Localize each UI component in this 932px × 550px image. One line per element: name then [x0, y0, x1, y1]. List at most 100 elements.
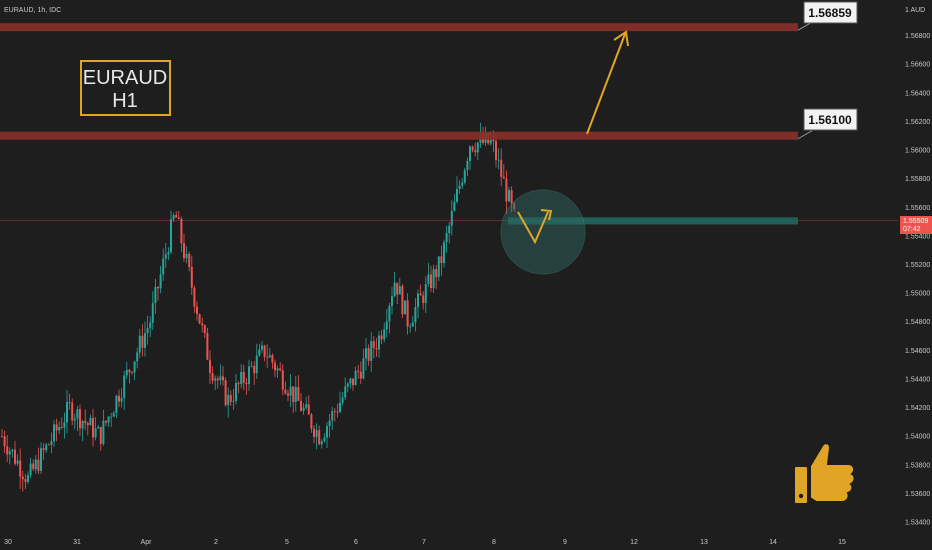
- candle-body: [198, 314, 201, 324]
- candle-body: [196, 306, 198, 315]
- candle-body: [331, 411, 334, 421]
- candle-body: [209, 359, 211, 374]
- candle-body: [40, 448, 42, 471]
- candle-body: [385, 321, 388, 330]
- projection-v-arrowhead: [540, 209, 553, 221]
- candle-body: [388, 305, 391, 322]
- pair-label-box: [80, 60, 171, 116]
- y-tick-label: 1.56600: [905, 62, 930, 69]
- candle-body: [167, 251, 170, 255]
- y-tick-label: 1.54600: [905, 348, 930, 355]
- y-tick-label: 1.55600: [905, 205, 930, 212]
- thumbs-up-icon: [793, 442, 856, 505]
- candle-body: [263, 345, 266, 357]
- candle-body: [29, 463, 32, 476]
- candle-body: [107, 416, 110, 423]
- candle-body: [86, 423, 89, 426]
- candle-body: [320, 441, 323, 445]
- x-tick-label: Apr: [141, 539, 153, 546]
- candle-body: [37, 459, 40, 471]
- candle-body: [510, 189, 513, 204]
- projection-v-path: [517, 211, 549, 245]
- candle-body: [419, 293, 422, 296]
- candle-body: [151, 302, 154, 323]
- candle-body: [8, 451, 11, 455]
- x-tick-label: 13: [700, 539, 708, 546]
- pair-label-timeframe: H1: [112, 90, 138, 112]
- candle-body: [60, 427, 63, 428]
- candle-body: [333, 411, 336, 413]
- candle-body: [302, 407, 305, 411]
- candle-body: [513, 203, 516, 210]
- candle-body: [105, 420, 107, 423]
- candle-body: [326, 426, 328, 438]
- candle-body: [136, 352, 139, 362]
- candle-body: [55, 424, 58, 431]
- support-zone: [508, 217, 798, 225]
- candle-body: [34, 459, 37, 470]
- price-axis[interactable]: 1.56800 1.56600 1.56400 1.56200 1.56000 1.558…: [905, 33, 930, 526]
- candle-body: [193, 287, 196, 307]
- candle-body: [253, 365, 256, 374]
- candle-body: [495, 141, 497, 160]
- overlay-group: [0, 21, 898, 275]
- level-mid-connector: [797, 130, 813, 140]
- candle-body: [76, 409, 79, 419]
- x-tick-label: 14: [769, 539, 777, 546]
- candle-body: [180, 218, 183, 244]
- x-tick-label: 31: [73, 539, 81, 546]
- x-tick-label: 8: [492, 539, 496, 546]
- candle-body: [123, 375, 126, 398]
- candle-body: [227, 395, 230, 406]
- candle-body: [84, 420, 87, 424]
- candle-body: [92, 417, 94, 438]
- candle-body: [328, 420, 331, 427]
- candle-body: [367, 348, 370, 361]
- candle-body: [27, 475, 29, 482]
- candle-body: [396, 282, 399, 295]
- candle-body: [42, 448, 45, 451]
- resistance-level-mid: [0, 131, 798, 140]
- candle-body: [448, 225, 451, 234]
- candle-body: [453, 201, 456, 211]
- candle-body: [1, 436, 3, 437]
- candle-body: [268, 355, 271, 358]
- candle-body: [375, 348, 378, 350]
- candle-body: [456, 189, 458, 202]
- candle-body: [445, 233, 448, 243]
- candle-body: [250, 365, 253, 367]
- candle-body: [190, 266, 193, 288]
- candle-body: [505, 178, 508, 202]
- candle-body: [99, 426, 102, 444]
- candle-body: [461, 182, 464, 186]
- level-high-connector: [797, 21, 813, 31]
- candle-body: [164, 254, 167, 259]
- breakout-arrow: [586, 33, 626, 135]
- candle-body: [435, 269, 438, 278]
- candle-body: [214, 378, 217, 381]
- highlight-circle: [500, 189, 586, 275]
- candle-body: [11, 449, 14, 452]
- candle-body: [391, 296, 393, 306]
- candle-body: [313, 428, 315, 437]
- candle-body: [131, 372, 133, 373]
- y-tick-label: 1.55400: [905, 233, 930, 240]
- candle-body: [443, 242, 445, 264]
- candle-body: [294, 387, 297, 402]
- candle-body: [73, 418, 76, 421]
- candle-body: [318, 430, 321, 445]
- candle-body: [471, 146, 474, 151]
- candle-body: [154, 287, 157, 303]
- candle-body: [81, 420, 84, 429]
- candle-body: [175, 215, 178, 218]
- candle-body: [235, 382, 237, 401]
- candle-body: [398, 286, 401, 295]
- candle-body: [172, 215, 175, 220]
- candle-body: [110, 416, 113, 418]
- candle-body: [242, 371, 245, 383]
- y-tick-label: 1.53800: [905, 462, 930, 469]
- y-tick-label: 1.55200: [905, 262, 930, 269]
- candle-body: [359, 371, 362, 379]
- time-axis[interactable]: 30 31 Apr 2 5 6 7 8 9 12 13 14 15: [4, 539, 846, 546]
- y-tick-label: 1.55000: [905, 291, 930, 298]
